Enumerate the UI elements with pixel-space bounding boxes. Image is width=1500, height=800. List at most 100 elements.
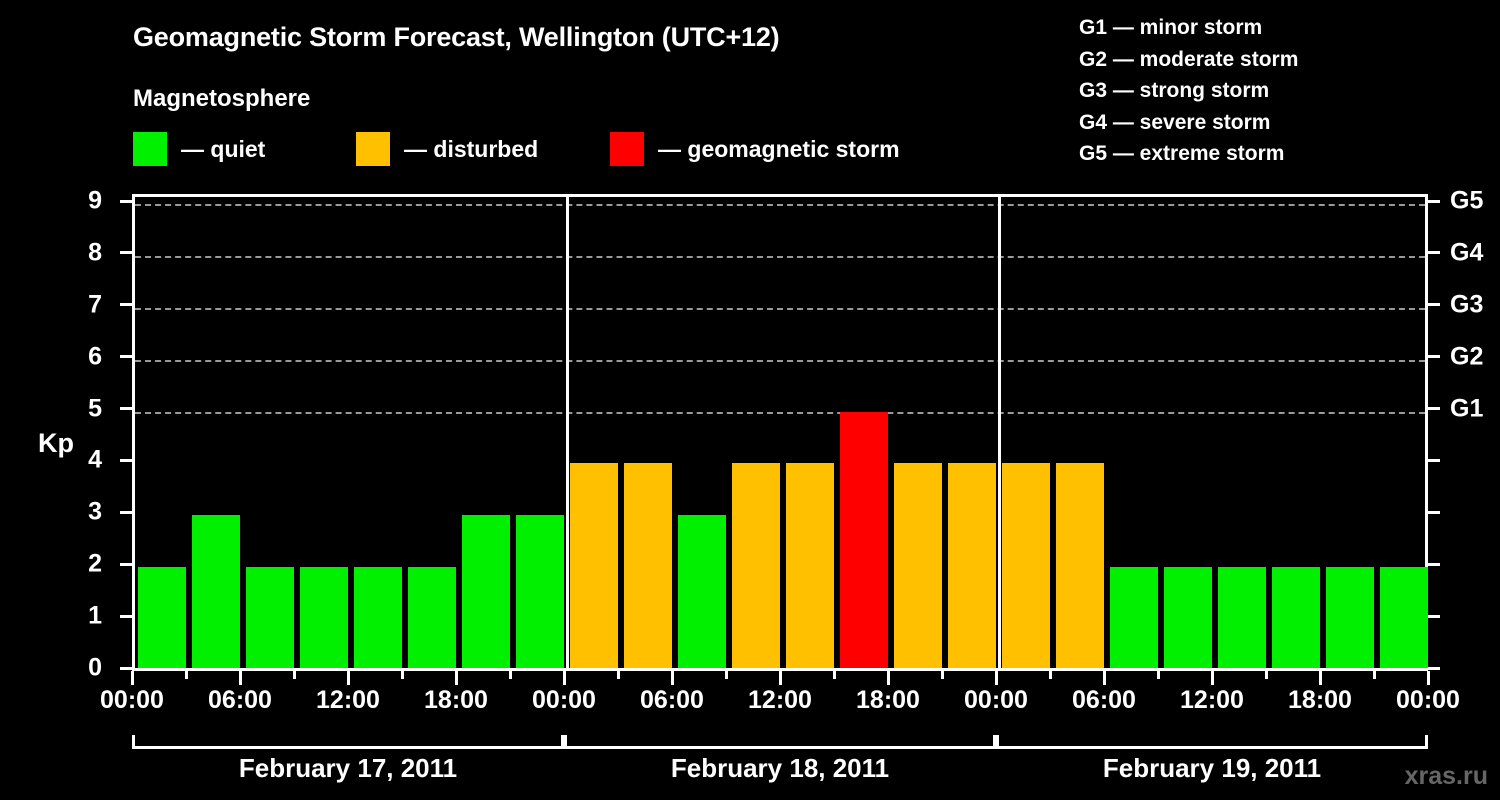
- x-major-tick-72: [1426, 671, 1430, 685]
- y-tick-mark-1: [120, 614, 132, 618]
- y-tick-mark-6: [120, 355, 132, 359]
- y-tick-label-9: 9: [88, 186, 102, 215]
- bar-20: [1218, 567, 1266, 671]
- x-time-label-2: 12:00: [316, 686, 380, 714]
- x-minor-tick-9: [292, 671, 296, 679]
- g-tick-label-G1: G1: [1450, 394, 1484, 423]
- y-tick-mark-8: [120, 251, 132, 255]
- gridline-kp-5: [135, 411, 1425, 414]
- g-tick-label-G5: G5: [1450, 186, 1484, 215]
- x-minor-tick-15: [400, 671, 404, 679]
- x-major-tick-6: [238, 671, 242, 685]
- bar-5: [408, 567, 456, 671]
- x-time-label-0: 00:00: [100, 686, 164, 714]
- y-axis-title: Kp: [38, 428, 74, 458]
- x-minor-tick-27: [616, 671, 620, 679]
- legend-item-storm: — geomagnetic storm: [610, 131, 900, 167]
- g-key-line-2: G2 — moderate storm: [1079, 47, 1299, 71]
- bar-19: [1164, 567, 1212, 671]
- x-minor-tick-69: [1372, 671, 1376, 679]
- g-key-line-1: G1 — minor storm: [1079, 16, 1263, 39]
- y-tick-mark-5: [120, 407, 132, 411]
- x-minor-tick-45: [940, 671, 944, 679]
- g-minor-tick-0: [1428, 666, 1440, 670]
- y-tick-label-2: 2: [88, 549, 102, 578]
- y-tick-mark-3: [120, 510, 132, 514]
- day-bracket-1: [564, 735, 996, 749]
- x-time-label-9: 06:00: [1072, 686, 1136, 714]
- g-scale-key: G1 — minor storm G2 — moderate storm G3 — …: [1079, 12, 1298, 170]
- g-key-line-4: G4 — severe storm: [1079, 110, 1271, 134]
- bar-11: [732, 463, 780, 671]
- bar-15: [948, 463, 996, 671]
- x-major-tick-66: [1318, 671, 1322, 685]
- bar-12: [786, 463, 834, 671]
- x-major-tick-12: [346, 671, 350, 685]
- x-minor-tick-39: [832, 671, 836, 679]
- bar-17: [1056, 463, 1104, 671]
- legend-label-quiet: — quiet: [181, 135, 266, 162]
- bar-8: [570, 463, 618, 671]
- x-minor-tick-33: [724, 671, 728, 679]
- bar-2: [246, 567, 294, 671]
- y-tick-label-6: 6: [88, 342, 102, 371]
- x-time-label-1: 06:00: [208, 686, 272, 714]
- y-tick-mark-2: [120, 562, 132, 566]
- y-tick-label-1: 1: [88, 601, 102, 630]
- bar-18: [1110, 567, 1158, 671]
- x-minor-tick-3: [184, 671, 188, 679]
- g-tick-mark-G3: [1428, 303, 1440, 307]
- gridline-kp-6: [135, 359, 1425, 362]
- g-key-line-5: G5 — extreme storm: [1079, 142, 1285, 165]
- bar-13: [840, 411, 888, 671]
- y-tick-label-0: 0: [88, 653, 102, 682]
- y-tick-label-7: 7: [88, 290, 102, 319]
- bar-10: [678, 515, 726, 671]
- legend-label-disturbed: — disturbed: [404, 135, 539, 162]
- x-time-label-11: 18:00: [1288, 686, 1352, 714]
- gridline-kp-8: [135, 255, 1425, 258]
- watermark: xras.ru: [1404, 762, 1488, 790]
- bar-23: [1380, 567, 1428, 671]
- x-major-tick-54: [1102, 671, 1106, 685]
- y-tick-label-4: 4: [88, 445, 102, 474]
- y-tick-label-5: 5: [88, 394, 102, 423]
- x-major-tick-0: [130, 671, 134, 685]
- gridline-kp-7: [135, 307, 1425, 310]
- x-major-tick-24: [562, 671, 566, 685]
- x-axis-baseline: [132, 668, 1428, 671]
- bar-4: [354, 567, 402, 671]
- x-major-tick-60: [1210, 671, 1214, 685]
- g-minor-tick-3: [1428, 510, 1440, 514]
- x-time-label-5: 06:00: [640, 686, 704, 714]
- g-tick-label-G4: G4: [1450, 238, 1484, 267]
- bar-9: [624, 463, 672, 671]
- bar-14: [894, 463, 942, 671]
- day-divider-2: [997, 197, 1001, 670]
- bar-16: [1002, 463, 1050, 671]
- x-time-label-7: 18:00: [856, 686, 920, 714]
- gridline-kp-9: [135, 204, 1425, 206]
- legend-label-storm: — geomagnetic storm: [658, 135, 900, 162]
- g-minor-tick-2: [1428, 562, 1440, 566]
- legend-swatch-disturbed-icon: [356, 132, 390, 166]
- legend-swatch-quiet-icon: [133, 132, 167, 166]
- bar-3: [300, 567, 348, 671]
- g-tick-mark-G4: [1428, 251, 1440, 255]
- g-tick-label-G3: G3: [1450, 290, 1484, 319]
- legend-item-quiet: — quiet: [133, 131, 265, 167]
- day-bracket-0: [132, 735, 564, 749]
- x-time-label-12: 00:00: [1396, 686, 1460, 714]
- g-minor-tick-1: [1428, 614, 1440, 618]
- g-tick-mark-G2: [1428, 355, 1440, 359]
- bar-1: [192, 515, 240, 671]
- day-label-0: February 17, 2011: [238, 753, 458, 783]
- y-tick-label-3: 3: [88, 497, 102, 526]
- y-tick-mark-9: [120, 199, 132, 203]
- x-major-tick-36: [778, 671, 782, 685]
- y-tick-mark-4: [120, 458, 132, 462]
- g-key-line-3: G3 — strong storm: [1079, 79, 1270, 102]
- day-divider-1: [565, 197, 569, 670]
- page-title: Geomagnetic Storm Forecast, Wellington (…: [133, 22, 780, 52]
